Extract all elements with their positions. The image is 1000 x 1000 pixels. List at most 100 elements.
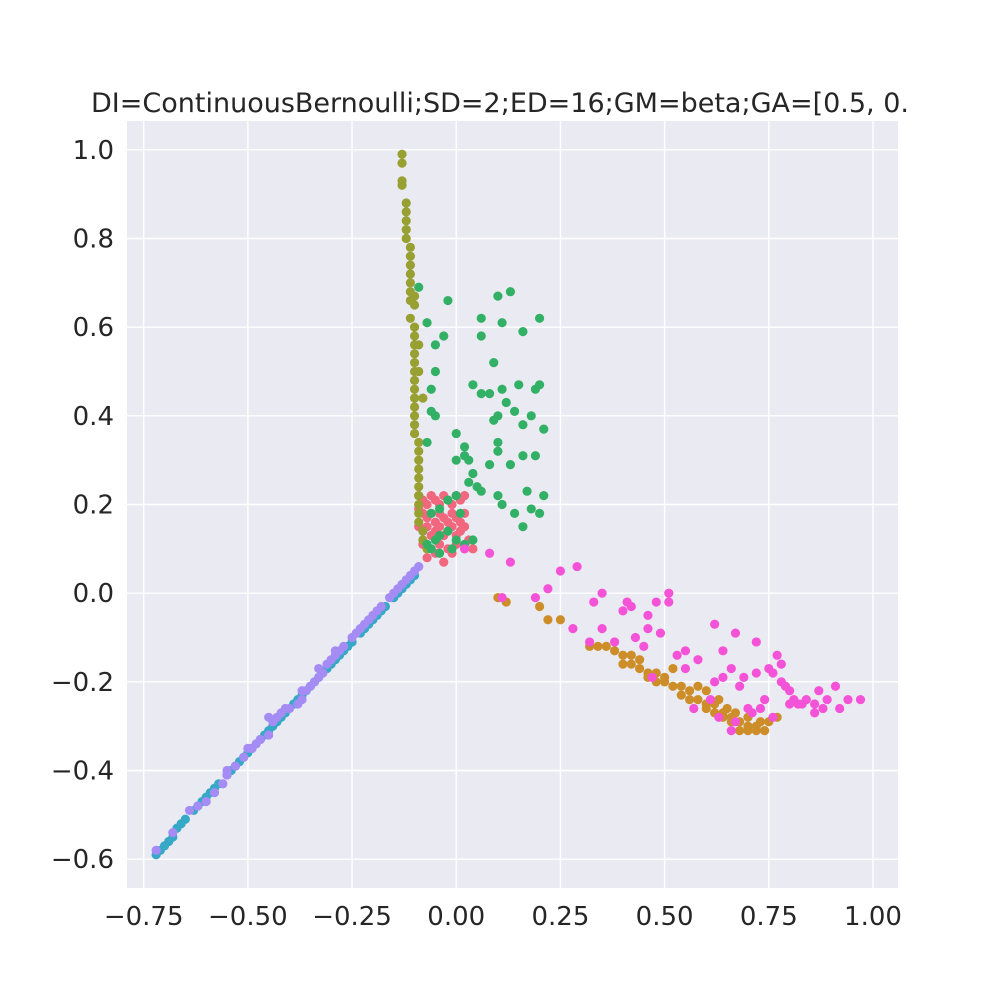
- data-point: [530, 593, 541, 603]
- data-point: [414, 491, 424, 501]
- data-point: [685, 694, 695, 705]
- data-point: [201, 796, 211, 807]
- data-point: [501, 397, 511, 408]
- data-point: [434, 548, 445, 558]
- data-point: [443, 495, 453, 505]
- data-point: [693, 655, 703, 665]
- data-point: [476, 331, 486, 341]
- data-point: [409, 402, 420, 412]
- data-point: [626, 659, 636, 669]
- data-point: [768, 712, 778, 722]
- data-point: [397, 158, 407, 168]
- data-point: [534, 508, 545, 518]
- data-point: [409, 331, 420, 341]
- data-point: [526, 411, 536, 421]
- data-point: [597, 624, 607, 634]
- data-point: [626, 650, 636, 660]
- data-point: [689, 703, 699, 714]
- data-point: [409, 428, 420, 439]
- data-point: [430, 411, 440, 421]
- data-point: [376, 601, 386, 612]
- data-point: [676, 690, 686, 700]
- y-gridlines: [127, 149, 898, 860]
- data-point: [409, 393, 420, 403]
- data-point: [555, 615, 566, 625]
- data-point: [518, 326, 528, 337]
- data-point: [701, 703, 711, 714]
- data-point: [489, 358, 499, 368]
- x-tick-label: −0.25: [312, 902, 392, 932]
- data-point: [539, 491, 549, 501]
- data-point: [693, 681, 703, 691]
- data-point: [414, 561, 424, 572]
- data-point: [760, 694, 770, 705]
- data-point: [618, 650, 628, 660]
- data-point: [647, 672, 657, 683]
- data-point: [585, 637, 595, 647]
- data-point: [718, 646, 728, 656]
- data-point: [184, 805, 195, 816]
- data-point: [439, 331, 449, 341]
- x-tick-label: 0.00: [427, 902, 485, 932]
- data-point: [730, 708, 741, 718]
- data-point: [476, 389, 486, 399]
- data-point: [497, 384, 507, 394]
- data-point: [409, 375, 420, 385]
- data-point: [451, 535, 461, 545]
- data-point: [239, 752, 249, 762]
- y-axis-tick-labels: −0.6 −0.4 −0.2 0.0 0.2 0.4 0.6 0.8 1.0: [51, 136, 114, 875]
- data-point: [459, 522, 470, 532]
- data-point: [701, 686, 711, 696]
- data-point: [543, 584, 553, 594]
- chart-title: DI=ContinuousBernoulli;SD=2;ED=16;GM=bet…: [91, 88, 909, 119]
- data-point: [447, 544, 457, 554]
- data-point: [405, 269, 415, 279]
- data-point: [443, 295, 453, 306]
- data-point: [760, 726, 770, 736]
- data-point: [414, 455, 424, 465]
- data-point: [151, 845, 161, 855]
- data-point: [626, 601, 636, 612]
- data-point: [422, 318, 432, 328]
- data-point: [443, 526, 453, 536]
- data-point: [768, 668, 778, 678]
- data-point: [718, 672, 728, 683]
- x-tick-label: 0.75: [740, 902, 798, 932]
- data-point: [810, 699, 820, 709]
- data-point: [672, 650, 682, 660]
- data-point: [476, 486, 486, 496]
- data-point: [218, 779, 228, 789]
- data-point: [397, 149, 407, 159]
- y-tick-label: 0.4: [73, 402, 114, 432]
- data-point: [643, 624, 653, 634]
- data-point: [414, 473, 424, 483]
- data-point: [835, 703, 845, 714]
- data-point: [476, 313, 486, 323]
- data-point: [785, 686, 795, 696]
- data-point: [230, 761, 240, 771]
- data-point: [405, 251, 415, 261]
- x-tick-label: −0.50: [208, 902, 288, 932]
- data-point: [722, 703, 732, 714]
- data-point: [401, 207, 411, 217]
- data-point: [497, 499, 507, 510]
- data-point: [409, 349, 420, 359]
- data-point: [664, 588, 674, 598]
- data-point: [797, 699, 807, 709]
- data-point: [751, 637, 761, 647]
- data-point: [414, 464, 424, 474]
- data-point: [405, 278, 415, 288]
- data-point: [601, 641, 611, 651]
- y-tick-label: 0.8: [73, 224, 114, 254]
- data-point: [539, 424, 549, 434]
- data-point: [409, 322, 420, 332]
- data-point: [297, 686, 307, 696]
- data-point: [414, 437, 424, 448]
- data-point: [468, 380, 478, 390]
- data-point: [639, 641, 649, 651]
- data-point: [401, 216, 411, 226]
- data-point: [222, 770, 232, 780]
- data-point: [735, 681, 745, 691]
- data-point: [193, 801, 203, 811]
- data-point: [668, 681, 678, 691]
